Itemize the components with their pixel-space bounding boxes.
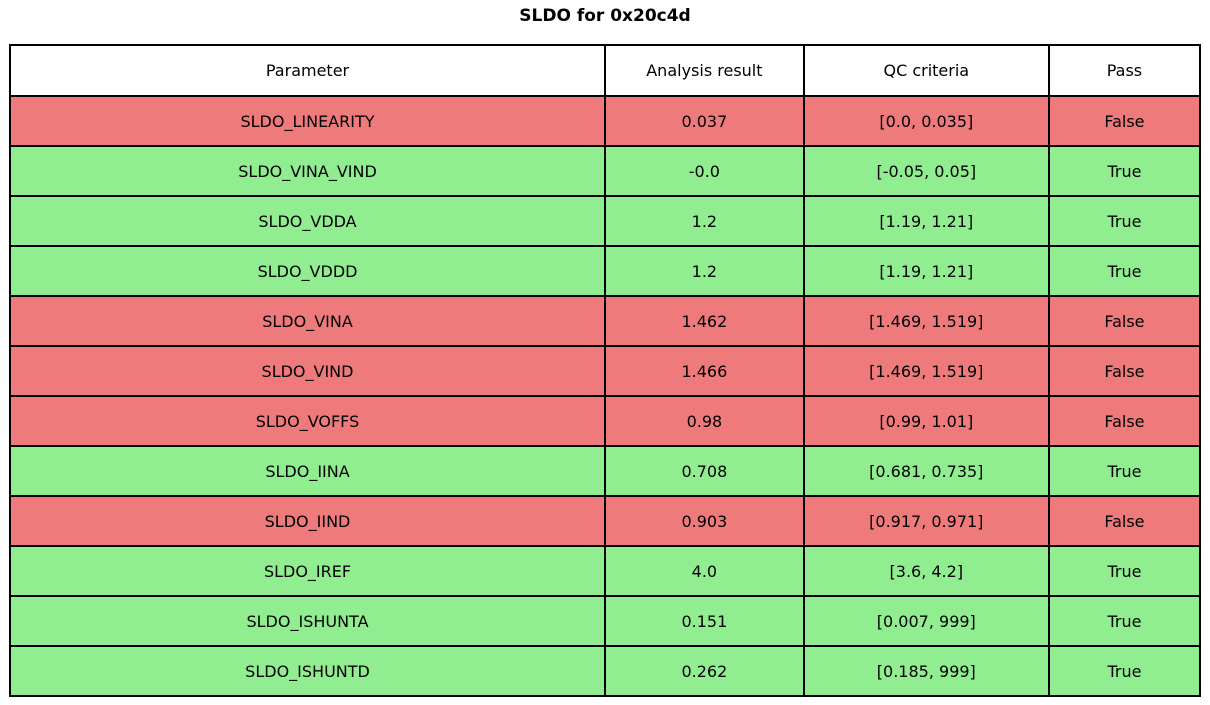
- cell-analysis-result: 1.466: [604, 345, 805, 397]
- table-row: SLDO_VDDA 1.2 [1.19, 1.21] True: [8, 195, 1202, 247]
- cell-analysis-result: 1.2: [604, 245, 805, 297]
- table-row: SLDO_IREF 4.0 [3.6, 4.2] True: [8, 545, 1202, 597]
- cell-qc-criteria: [0.99, 1.01]: [802, 395, 1050, 447]
- cell-analysis-result: 1.462: [604, 295, 805, 347]
- cell-analysis-result: 0.903: [604, 495, 805, 547]
- cell-parameter: SLDO_VDDA: [8, 195, 607, 247]
- cell-parameter: SLDO_ISHUNTA: [8, 595, 607, 647]
- table-row: SLDO_IINA 0.708 [0.681, 0.735] True: [8, 445, 1202, 497]
- table-row: SLDO_VOFFS 0.98 [0.99, 1.01] False: [8, 395, 1202, 447]
- cell-parameter: SLDO_IIND: [8, 495, 607, 547]
- cell-qc-criteria: [0.185, 999]: [802, 645, 1050, 697]
- cell-parameter: SLDO_ISHUNTD: [8, 645, 607, 697]
- cell-qc-criteria: [0.681, 0.735]: [802, 445, 1050, 497]
- cell-qc-criteria: [1.469, 1.519]: [802, 295, 1050, 347]
- cell-pass: True: [1047, 645, 1202, 697]
- table-row: SLDO_VDDD 1.2 [1.19, 1.21] True: [8, 245, 1202, 297]
- cell-parameter: SLDO_IINA: [8, 445, 607, 497]
- column-header-pass: Pass: [1047, 44, 1202, 97]
- cell-qc-criteria: [-0.05, 0.05]: [802, 145, 1050, 197]
- table-row: SLDO_IIND 0.903 [0.917, 0.971] False: [8, 495, 1202, 547]
- cell-qc-criteria: [0.0, 0.035]: [802, 95, 1050, 147]
- cell-analysis-result: -0.0: [604, 145, 805, 197]
- cell-analysis-result: 1.2: [604, 195, 805, 247]
- cell-parameter: SLDO_VOFFS: [8, 395, 607, 447]
- cell-pass: True: [1047, 595, 1202, 647]
- cell-pass: True: [1047, 545, 1202, 597]
- cell-pass: True: [1047, 245, 1202, 297]
- table-row: SLDO_LINEARITY 0.037 [0.0, 0.035] False: [8, 95, 1202, 147]
- table-row: SLDO_ISHUNTA 0.151 [0.007, 999] True: [8, 595, 1202, 647]
- cell-parameter: SLDO_LINEARITY: [8, 95, 607, 147]
- cell-qc-criteria: [0.917, 0.971]: [802, 495, 1050, 547]
- table-header-row: Parameter Analysis result QC criteria Pa…: [8, 44, 1202, 97]
- table-row: SLDO_VINA_VIND -0.0 [-0.05, 0.05] True: [8, 145, 1202, 197]
- column-header-qc-criteria: QC criteria: [802, 44, 1050, 97]
- cell-analysis-result: 0.151: [604, 595, 805, 647]
- cell-pass: True: [1047, 195, 1202, 247]
- cell-pass: False: [1047, 495, 1202, 547]
- cell-analysis-result: 0.262: [604, 645, 805, 697]
- cell-qc-criteria: [1.19, 1.21]: [802, 245, 1050, 297]
- cell-pass: True: [1047, 445, 1202, 497]
- table-row: SLDO_VINA 1.462 [1.469, 1.519] False: [8, 295, 1202, 347]
- column-header-parameter: Parameter: [8, 44, 607, 97]
- cell-parameter: SLDO_VINA: [8, 295, 607, 347]
- table-row: SLDO_ISHUNTD 0.262 [0.185, 999] True: [8, 645, 1202, 697]
- cell-qc-criteria: [1.469, 1.519]: [802, 345, 1050, 397]
- cell-parameter: SLDO_IREF: [8, 545, 607, 597]
- column-header-analysis-result: Analysis result: [604, 44, 805, 97]
- cell-parameter: SLDO_VIND: [8, 345, 607, 397]
- cell-pass: False: [1047, 345, 1202, 397]
- cell-pass: True: [1047, 145, 1202, 197]
- cell-parameter: SLDO_VINA_VIND: [8, 145, 607, 197]
- cell-qc-criteria: [0.007, 999]: [802, 595, 1050, 647]
- cell-analysis-result: 0.708: [604, 445, 805, 497]
- cell-qc-criteria: [3.6, 4.2]: [802, 545, 1050, 597]
- cell-analysis-result: 0.98: [604, 395, 805, 447]
- table-row: SLDO_VIND 1.466 [1.469, 1.519] False: [8, 345, 1202, 397]
- table-body: SLDO_LINEARITY 0.037 [0.0, 0.035] False SLDO…: [8, 95, 1202, 697]
- qc-results-table: Parameter Analysis result QC criteria Pa…: [8, 44, 1202, 697]
- cell-pass: False: [1047, 95, 1202, 147]
- cell-pass: False: [1047, 295, 1202, 347]
- cell-analysis-result: 0.037: [604, 95, 805, 147]
- cell-analysis-result: 4.0: [604, 545, 805, 597]
- cell-parameter: SLDO_VDDD: [8, 245, 607, 297]
- page-title: SLDO for 0x20c4d: [519, 6, 691, 26]
- cell-pass: False: [1047, 395, 1202, 447]
- cell-qc-criteria: [1.19, 1.21]: [802, 195, 1050, 247]
